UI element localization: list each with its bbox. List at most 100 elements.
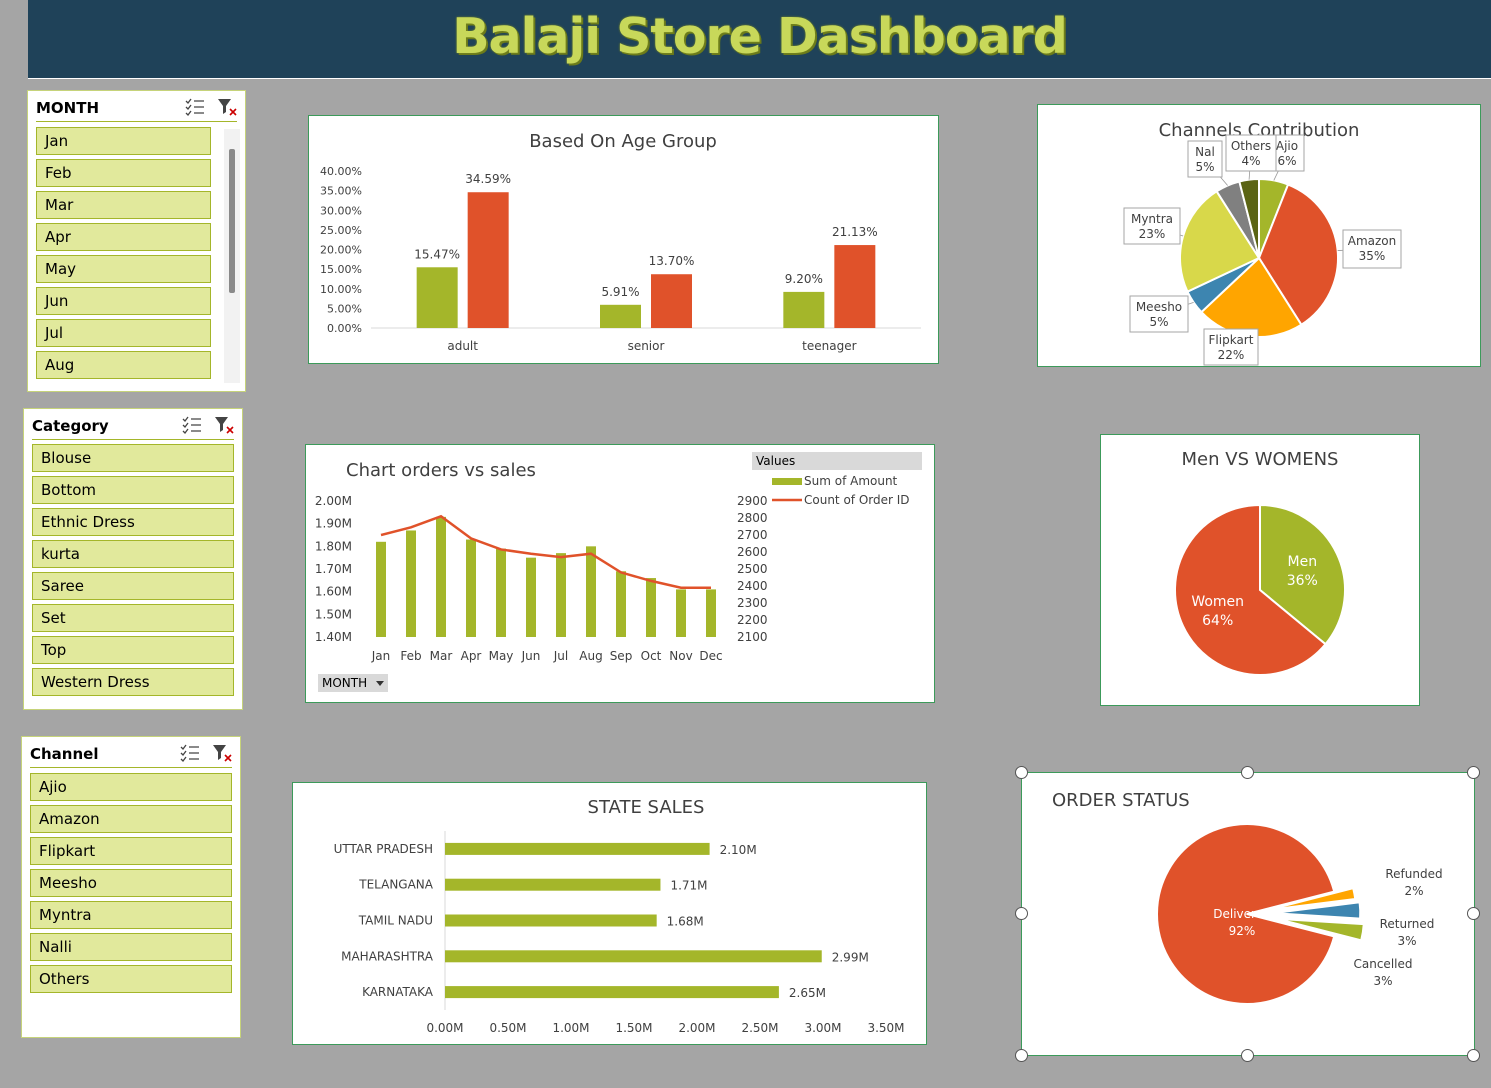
multi-select-icon[interactable]: [180, 744, 200, 762]
month-slicer[interactable]: MONTH Jan Feb Mar Apr May Jun Jul Aug: [27, 90, 246, 392]
y-tick-right: 2700: [737, 528, 768, 542]
channel-item-nalli[interactable]: Nalli: [30, 933, 232, 961]
bar-jan: [376, 541, 386, 637]
category-item-kurta[interactable]: kurta: [32, 540, 234, 568]
month-item-jan[interactable]: Jan: [36, 127, 211, 155]
slice-name-myntra: Myntra: [1131, 212, 1173, 226]
age-group-chart[interactable]: Based On Age Group 0.00% 5.00% 10.00% 15.00%…: [308, 115, 939, 364]
resize-handle-right[interactable]: [1467, 907, 1480, 920]
month-item-apr[interactable]: Apr: [36, 223, 211, 251]
y-tick-karnataka: KARNATAKA: [362, 985, 434, 999]
scrollbar-thumb[interactable]: [229, 149, 235, 293]
slice-label-returned: 3%: [1397, 934, 1416, 948]
bar-mar: [436, 516, 446, 637]
category-slicer[interactable]: Category Blouse Bottom Ethnic Dress kurta Sa…: [23, 408, 243, 710]
slice-label-ajio: 6%: [1277, 154, 1296, 168]
resize-handle-top-right[interactable]: [1467, 766, 1480, 779]
slice-name-delivered: Delivered: [1213, 907, 1270, 921]
bar-dec: [706, 589, 716, 637]
bar-teenager-0: [783, 291, 825, 328]
bar-senior-1: [651, 274, 692, 328]
category-item-top[interactable]: Top: [32, 636, 234, 664]
month-item-jul[interactable]: Jul: [36, 319, 211, 347]
y-tick-right: 2200: [737, 613, 768, 627]
x-tick-label: 3.50M: [867, 1021, 904, 1035]
x-tick-dec: Dec: [699, 649, 722, 663]
multi-select-icon[interactable]: [185, 98, 205, 116]
data-label: 5.91%: [601, 285, 639, 299]
category-item-western-dress[interactable]: Western Dress: [32, 668, 234, 696]
month-item-mar[interactable]: Mar: [36, 191, 211, 219]
month-item-jun[interactable]: Jun: [36, 287, 211, 315]
y-tick-label: 10.00%: [320, 283, 362, 296]
dashboard-header: Balaji Store Dashboard: [28, 0, 1491, 79]
channel-item-ajio[interactable]: Ajio: [30, 773, 232, 801]
category-item-ethnic-dress[interactable]: Ethnic Dress: [32, 508, 234, 536]
orders-vs-sales-chart[interactable]: Chart orders vs sales 1.40M 1.50M 1.60M 1.70…: [305, 444, 935, 703]
resize-handle-bottom-left[interactable]: [1015, 1049, 1028, 1062]
clear-filter-icon[interactable]: [217, 98, 237, 116]
month-field-button[interactable]: MONTH: [318, 674, 388, 692]
y-tick-right: 2400: [737, 579, 768, 593]
multi-select-icon[interactable]: [182, 416, 202, 434]
category-item-blouse[interactable]: Blouse: [32, 444, 234, 472]
legend-label-count: Count of Order ID: [804, 493, 910, 507]
x-tick-label: 1.00M: [552, 1021, 589, 1035]
category-item-bottom[interactable]: Bottom: [32, 476, 234, 504]
x-tick-label: 3.00M: [804, 1021, 841, 1035]
channel-item-amazon[interactable]: Amazon: [30, 805, 232, 833]
slice-label-others: 4%: [1241, 154, 1260, 168]
bar-adult-0: [416, 267, 458, 328]
dashboard-title: Balaji Store Dashboard: [452, 8, 1068, 65]
resize-handle-top-left[interactable]: [1015, 766, 1028, 779]
channel-item-myntra[interactable]: Myntra: [30, 901, 232, 929]
x-tick-mar: Mar: [430, 649, 453, 663]
resize-handle-top[interactable]: [1241, 766, 1254, 779]
category-slicer-header: Category: [32, 413, 234, 440]
month-slicer-scrollbar[interactable]: [224, 129, 240, 383]
field-button-bg: [318, 674, 388, 692]
data-label-uttar-pradesh: 2.10M: [720, 843, 757, 857]
x-tick-feb: Feb: [400, 649, 421, 663]
y-tick-label: 40.00%: [320, 165, 362, 178]
resize-handle-bottom[interactable]: [1241, 1049, 1254, 1062]
month-item-feb[interactable]: Feb: [36, 159, 211, 187]
y-tick-right: 2900: [737, 494, 768, 508]
order-status-chart[interactable]: ORDER STATUS Delivered 92% Refunded 2% Return…: [1021, 772, 1475, 1056]
channel-item-others[interactable]: Others: [30, 965, 232, 993]
men-vs-women-chart[interactable]: Men VS WOMENS Men 36% Women 64%: [1100, 434, 1420, 706]
category-item-saree[interactable]: Saree: [32, 572, 234, 600]
channel-slicer[interactable]: Channel Ajio Amazon Flipkart Meesho Myntra Na…: [21, 736, 241, 1038]
x-tick-jun: Jun: [521, 649, 541, 663]
month-item-may[interactable]: May: [36, 255, 211, 283]
x-tick-adult: adult: [447, 339, 478, 353]
slice-others: [1238, 177, 1260, 259]
slice-label-amazon: 35%: [1359, 249, 1386, 263]
resize-handle-left[interactable]: [1015, 907, 1028, 920]
clear-filter-icon[interactable]: [212, 744, 232, 762]
bar-sep: [616, 571, 626, 637]
channel-item-meesho[interactable]: Meesho: [30, 869, 232, 897]
y-tick-right: 2800: [737, 511, 768, 525]
resize-handle-bottom-right[interactable]: [1467, 1049, 1480, 1062]
x-tick-jul: Jul: [553, 649, 568, 663]
month-slicer-title: MONTH: [36, 99, 100, 117]
month-item-aug[interactable]: Aug: [36, 351, 211, 379]
slice-women: [1174, 503, 1327, 676]
clear-filter-icon[interactable]: [214, 416, 234, 434]
y-tick-tamil-nadu: TAMIL NADU: [358, 914, 433, 928]
orders-vs-sales-svg: Chart orders vs sales 1.40M 1.50M 1.60M 1.70…: [315, 452, 922, 692]
channels-contribution-chart[interactable]: Channels Contribution Ajio 6% Amazon 35% Flip…: [1037, 104, 1481, 367]
y-tick-label: 20.00%: [320, 244, 362, 257]
category-item-set[interactable]: Set: [32, 604, 234, 632]
slice-label-men: 36%: [1287, 573, 1318, 589]
channel-item-flipkart[interactable]: Flipkart: [30, 837, 232, 865]
y-tick-maharashtra: MAHARASHTRA: [341, 949, 434, 963]
y-tick-label: 15.00%: [320, 263, 362, 276]
state-sales-chart[interactable]: STATE SALES 0.00M 0.50M 1.00M 1.50M 2.00M 2.50…: [292, 782, 927, 1045]
slice-label-refunded: 2%: [1404, 884, 1423, 898]
x-tick-teenager: teenager: [802, 339, 856, 353]
chart-title: Based On Age Group: [529, 131, 717, 152]
bar-may: [496, 548, 506, 637]
order-status-svg: ORDER STATUS Delivered 92% Refunded 2% Return…: [1052, 790, 1443, 1005]
